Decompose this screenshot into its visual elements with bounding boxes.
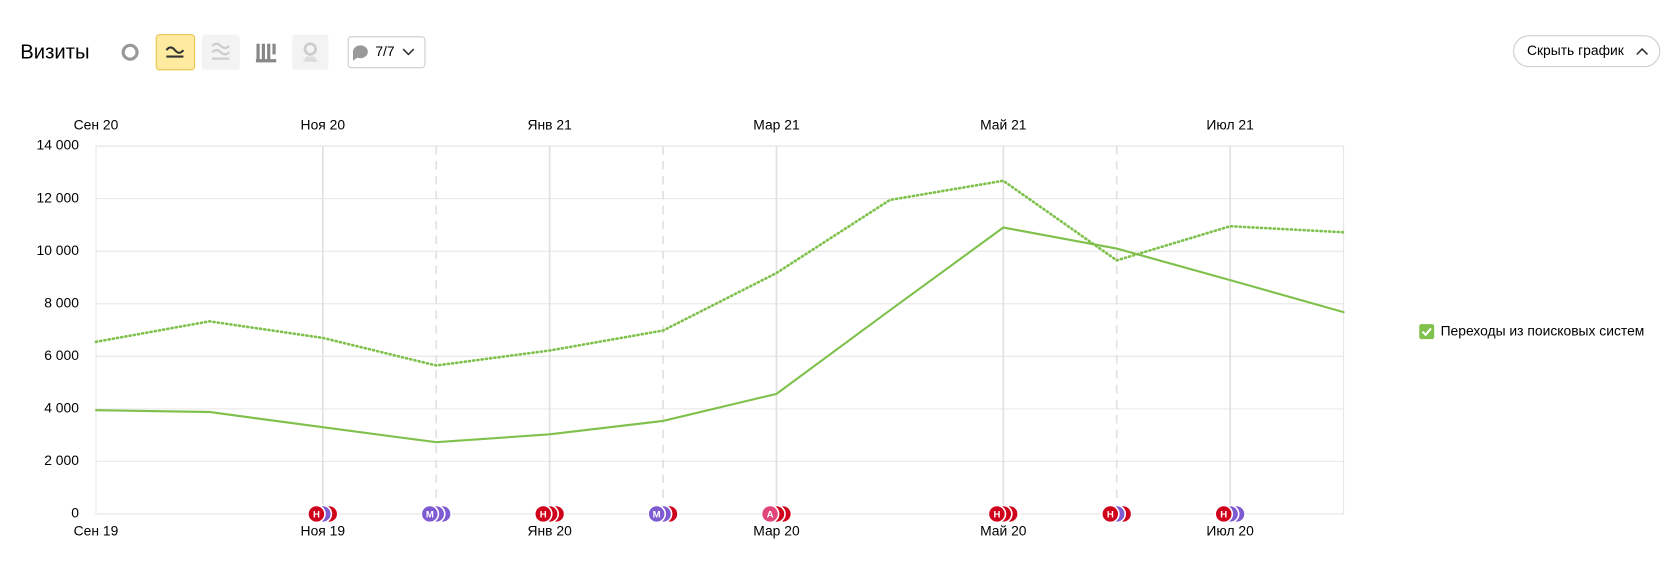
y-tick-label: 8 000 <box>44 294 79 310</box>
annotation-marker[interactable]: Н <box>1214 504 1246 524</box>
comments-count: 7/7 <box>375 43 395 59</box>
annotation-dot <box>420 504 440 524</box>
annotation-letter: М <box>426 510 434 521</box>
annotation-letter: А <box>767 510 774 521</box>
comparison-line <box>94 179 1345 367</box>
x-top-tick-label: Сен 20 <box>74 116 119 132</box>
x-tick-label: Май 20 <box>980 523 1027 539</box>
annotation-marker[interactable]: Н <box>533 504 566 524</box>
view-switcher: 7/7 <box>121 34 426 71</box>
annotation-dot <box>1214 504 1234 524</box>
annotation-letter: Н <box>540 510 547 521</box>
x-top-tick-label: Мар 21 <box>753 116 800 132</box>
y-tick-label: 0 <box>71 505 79 521</box>
map-view-button[interactable] <box>292 34 329 70</box>
x-top-tick-label: Май 21 <box>980 116 1027 132</box>
comments-button[interactable]: 7/7 <box>347 36 426 69</box>
annotation-dot <box>647 504 666 524</box>
y-tick-label: 4 000 <box>44 400 79 416</box>
area-view-button[interactable] <box>201 34 240 70</box>
annotation-letter: Н <box>1220 510 1227 521</box>
annotation-marker[interactable]: Н <box>307 504 339 524</box>
x-top-tick-label: Июл 21 <box>1206 116 1254 132</box>
annotation-dot <box>987 504 1007 524</box>
hide-chart-label: Скрыть график <box>1527 42 1625 58</box>
x-tick-label: Мар 20 <box>753 523 800 539</box>
pie-view-button[interactable] <box>121 43 139 61</box>
x-tick-label: Сен 19 <box>74 523 119 539</box>
y-tick-label: 14 000 <box>37 137 80 153</box>
annotation-letter: М <box>653 510 661 521</box>
line-view-button[interactable] <box>155 34 196 71</box>
annotation-marker[interactable]: Н <box>987 504 1020 524</box>
annotation-dot <box>760 504 780 524</box>
x-tick-label: Ноя 19 <box>301 523 346 539</box>
legend-item[interactable]: Переходы из поисковых систем <box>1419 322 1645 340</box>
y-tick-label: 10 000 <box>37 242 80 258</box>
y-tick-label: 6 000 <box>44 347 79 363</box>
chart-title: Визиты <box>20 42 89 64</box>
x-top-tick-label: Ноя 20 <box>301 116 346 132</box>
annotation-letter: Н <box>313 510 320 521</box>
annotation-marker[interactable]: М <box>647 504 679 524</box>
annotation-marker[interactable]: Н <box>1100 504 1133 524</box>
legend-checkbox <box>1419 324 1435 340</box>
bar-view-button[interactable] <box>255 43 277 63</box>
annotation-marker[interactable]: М <box>420 504 452 524</box>
legend-check <box>1421 327 1432 337</box>
annotation-marker[interactable]: А <box>760 504 793 524</box>
annotation-letter: Н <box>1107 510 1114 521</box>
x-top-tick-label: Янв 21 <box>528 116 573 132</box>
y-tick-label: 2 000 <box>44 452 79 468</box>
plot-frame <box>95 145 1345 515</box>
annotation-dot <box>533 504 553 524</box>
legend-label: Переходы из поисковых систем <box>1441 322 1645 338</box>
x-tick-label: Янв 20 <box>528 523 573 539</box>
annotation-dot <box>1100 504 1120 524</box>
series-line <box>94 226 1345 444</box>
annotation-letter: Н <box>993 510 1000 521</box>
x-tick-label: Июл 20 <box>1206 523 1254 539</box>
y-tick-label: 12 000 <box>37 189 80 205</box>
annotation-dot <box>307 504 326 524</box>
hide-chart-button[interactable]: Скрыть график <box>1513 35 1661 68</box>
